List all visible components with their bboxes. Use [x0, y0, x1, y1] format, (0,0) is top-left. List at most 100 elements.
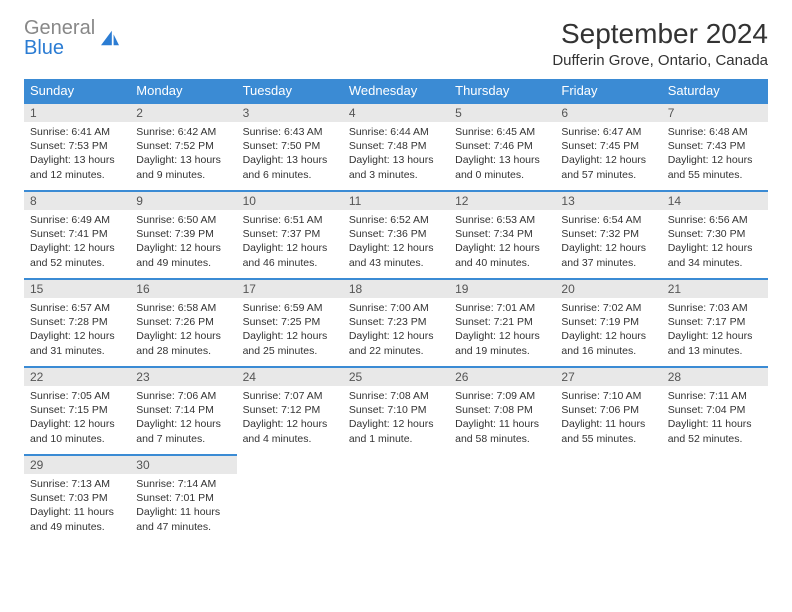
day-details: Sunrise: 7:00 AMSunset: 7:23 PMDaylight:…: [343, 298, 449, 364]
day-details: Sunrise: 6:45 AMSunset: 7:46 PMDaylight:…: [449, 122, 555, 188]
weekday-header: Monday: [130, 79, 236, 103]
day-details: Sunrise: 6:47 AMSunset: 7:45 PMDaylight:…: [555, 122, 661, 188]
day-number: 17: [237, 280, 343, 298]
day-number: 2: [130, 104, 236, 122]
calendar-cell: 6Sunrise: 6:47 AMSunset: 7:45 PMDaylight…: [555, 103, 661, 191]
day-details: Sunrise: 7:08 AMSunset: 7:10 PMDaylight:…: [343, 386, 449, 452]
day-details: Sunrise: 6:41 AMSunset: 7:53 PMDaylight:…: [24, 122, 130, 188]
calendar-cell: 22Sunrise: 7:05 AMSunset: 7:15 PMDayligh…: [24, 367, 130, 455]
day-details: Sunrise: 6:48 AMSunset: 7:43 PMDaylight:…: [662, 122, 768, 188]
calendar-cell: 27Sunrise: 7:10 AMSunset: 7:06 PMDayligh…: [555, 367, 661, 455]
day-details: Sunrise: 7:05 AMSunset: 7:15 PMDaylight:…: [24, 386, 130, 452]
calendar-cell: 11Sunrise: 6:52 AMSunset: 7:36 PMDayligh…: [343, 191, 449, 279]
calendar-cell: 17Sunrise: 6:59 AMSunset: 7:25 PMDayligh…: [237, 279, 343, 367]
calendar-cell-empty: [449, 455, 555, 543]
calendar-cell: 16Sunrise: 6:58 AMSunset: 7:26 PMDayligh…: [130, 279, 236, 367]
sail-icon: [99, 29, 121, 47]
day-number: 28: [662, 368, 768, 386]
day-details: Sunrise: 7:03 AMSunset: 7:17 PMDaylight:…: [662, 298, 768, 364]
calendar-cell: 9Sunrise: 6:50 AMSunset: 7:39 PMDaylight…: [130, 191, 236, 279]
logo: General Blue: [24, 18, 121, 58]
day-number: 24: [237, 368, 343, 386]
calendar-row: 1Sunrise: 6:41 AMSunset: 7:53 PMDaylight…: [24, 103, 768, 191]
day-details: Sunrise: 6:52 AMSunset: 7:36 PMDaylight:…: [343, 210, 449, 276]
day-number: 21: [662, 280, 768, 298]
day-number: 9: [130, 192, 236, 210]
day-details: Sunrise: 7:01 AMSunset: 7:21 PMDaylight:…: [449, 298, 555, 364]
logo-text: General Blue: [24, 18, 95, 58]
day-number: 8: [24, 192, 130, 210]
calendar-cell: 1Sunrise: 6:41 AMSunset: 7:53 PMDaylight…: [24, 103, 130, 191]
day-number: 25: [343, 368, 449, 386]
title-block: September 2024 Dufferin Grove, Ontario, …: [552, 18, 768, 69]
day-number: 7: [662, 104, 768, 122]
day-number: 15: [24, 280, 130, 298]
calendar-cell: 20Sunrise: 7:02 AMSunset: 7:19 PMDayligh…: [555, 279, 661, 367]
day-number: 4: [343, 104, 449, 122]
calendar-cell: 15Sunrise: 6:57 AMSunset: 7:28 PMDayligh…: [24, 279, 130, 367]
calendar-cell-empty: [343, 455, 449, 543]
day-details: Sunrise: 6:56 AMSunset: 7:30 PMDaylight:…: [662, 210, 768, 276]
day-details: Sunrise: 7:13 AMSunset: 7:03 PMDaylight:…: [24, 474, 130, 540]
day-number: 1: [24, 104, 130, 122]
weekday-header: Wednesday: [343, 79, 449, 103]
day-details: Sunrise: 6:51 AMSunset: 7:37 PMDaylight:…: [237, 210, 343, 276]
day-number: 18: [343, 280, 449, 298]
day-number: 20: [555, 280, 661, 298]
day-number: 26: [449, 368, 555, 386]
calendar-cell: 26Sunrise: 7:09 AMSunset: 7:08 PMDayligh…: [449, 367, 555, 455]
calendar-cell: 3Sunrise: 6:43 AMSunset: 7:50 PMDaylight…: [237, 103, 343, 191]
weekday-header: Friday: [555, 79, 661, 103]
day-details: Sunrise: 6:50 AMSunset: 7:39 PMDaylight:…: [130, 210, 236, 276]
calendar-cell: 23Sunrise: 7:06 AMSunset: 7:14 PMDayligh…: [130, 367, 236, 455]
calendar-cell-empty: [555, 455, 661, 543]
calendar-cell-empty: [662, 455, 768, 543]
calendar-table: SundayMondayTuesdayWednesdayThursdayFrid…: [24, 79, 768, 543]
calendar-cell: 2Sunrise: 6:42 AMSunset: 7:52 PMDaylight…: [130, 103, 236, 191]
page-title: September 2024: [552, 18, 768, 50]
day-number: 22: [24, 368, 130, 386]
day-number: 19: [449, 280, 555, 298]
day-number: 30: [130, 456, 236, 474]
day-number: 3: [237, 104, 343, 122]
calendar-row: 15Sunrise: 6:57 AMSunset: 7:28 PMDayligh…: [24, 279, 768, 367]
day-number: 6: [555, 104, 661, 122]
day-details: Sunrise: 6:42 AMSunset: 7:52 PMDaylight:…: [130, 122, 236, 188]
logo-word2: Blue: [24, 37, 64, 59]
day-number: 16: [130, 280, 236, 298]
day-number: 11: [343, 192, 449, 210]
location: Dufferin Grove, Ontario, Canada: [552, 52, 768, 69]
calendar-body: 1Sunrise: 6:41 AMSunset: 7:53 PMDaylight…: [24, 103, 768, 543]
day-number: 13: [555, 192, 661, 210]
day-details: Sunrise: 6:43 AMSunset: 7:50 PMDaylight:…: [237, 122, 343, 188]
calendar-cell: 12Sunrise: 6:53 AMSunset: 7:34 PMDayligh…: [449, 191, 555, 279]
weekday-header: Saturday: [662, 79, 768, 103]
calendar-cell: 13Sunrise: 6:54 AMSunset: 7:32 PMDayligh…: [555, 191, 661, 279]
calendar-cell: 7Sunrise: 6:48 AMSunset: 7:43 PMDaylight…: [662, 103, 768, 191]
day-details: Sunrise: 6:54 AMSunset: 7:32 PMDaylight:…: [555, 210, 661, 276]
header: General Blue September 2024 Dufferin Gro…: [24, 18, 768, 69]
day-details: Sunrise: 7:02 AMSunset: 7:19 PMDaylight:…: [555, 298, 661, 364]
day-details: Sunrise: 6:44 AMSunset: 7:48 PMDaylight:…: [343, 122, 449, 188]
day-number: 29: [24, 456, 130, 474]
day-number: 14: [662, 192, 768, 210]
logo-word1: General: [24, 17, 95, 39]
day-details: Sunrise: 7:14 AMSunset: 7:01 PMDaylight:…: [130, 474, 236, 540]
calendar-cell: 19Sunrise: 7:01 AMSunset: 7:21 PMDayligh…: [449, 279, 555, 367]
calendar-row: 8Sunrise: 6:49 AMSunset: 7:41 PMDaylight…: [24, 191, 768, 279]
weekday-header: Tuesday: [237, 79, 343, 103]
calendar-row: 29Sunrise: 7:13 AMSunset: 7:03 PMDayligh…: [24, 455, 768, 543]
day-number: 5: [449, 104, 555, 122]
calendar-cell: 4Sunrise: 6:44 AMSunset: 7:48 PMDaylight…: [343, 103, 449, 191]
calendar-cell: 21Sunrise: 7:03 AMSunset: 7:17 PMDayligh…: [662, 279, 768, 367]
day-details: Sunrise: 7:10 AMSunset: 7:06 PMDaylight:…: [555, 386, 661, 452]
calendar-cell: 5Sunrise: 6:45 AMSunset: 7:46 PMDaylight…: [449, 103, 555, 191]
day-details: Sunrise: 7:09 AMSunset: 7:08 PMDaylight:…: [449, 386, 555, 452]
calendar-cell: 29Sunrise: 7:13 AMSunset: 7:03 PMDayligh…: [24, 455, 130, 543]
day-number: 27: [555, 368, 661, 386]
day-details: Sunrise: 6:49 AMSunset: 7:41 PMDaylight:…: [24, 210, 130, 276]
calendar-cell: 10Sunrise: 6:51 AMSunset: 7:37 PMDayligh…: [237, 191, 343, 279]
day-number: 23: [130, 368, 236, 386]
calendar-cell: 14Sunrise: 6:56 AMSunset: 7:30 PMDayligh…: [662, 191, 768, 279]
day-details: Sunrise: 6:58 AMSunset: 7:26 PMDaylight:…: [130, 298, 236, 364]
